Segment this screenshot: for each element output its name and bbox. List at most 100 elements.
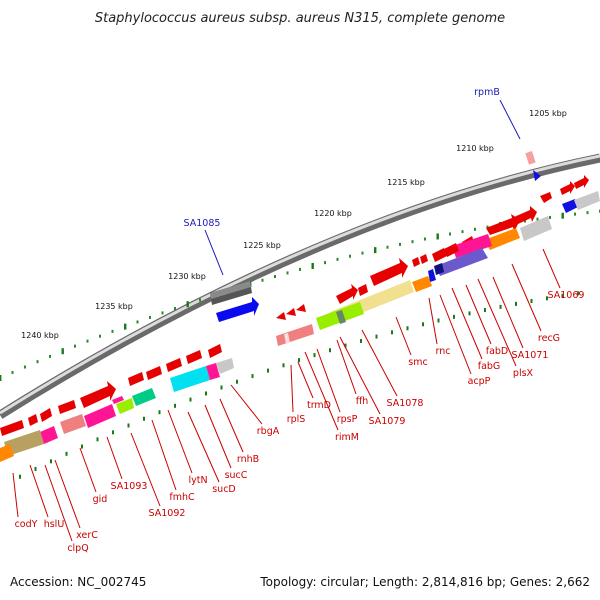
leader-line-SA1079: [339, 336, 381, 415]
scale-label: 1240 kbp: [21, 331, 59, 340]
minor-tick: [586, 211, 589, 215]
gene-label-ffh: ffh: [356, 396, 369, 407]
inner-ticks: [19, 291, 579, 479]
leader-line-rpmB: [499, 99, 521, 140]
inner-tick: [189, 397, 192, 402]
gene-label-clpQ: clpQ: [67, 543, 88, 554]
leader-line-sucD: [187, 411, 220, 483]
gene-label-SA1079: SA1079: [369, 416, 406, 427]
gene-label-SA1078: SA1078: [387, 398, 424, 409]
leader-line-clpQ: [44, 464, 73, 542]
gene-label-plsX: plsX: [513, 368, 534, 379]
minor-tick: [486, 225, 489, 229]
gene-label-recG: recG: [538, 333, 560, 344]
gene-label-acpP: acpP: [468, 376, 491, 387]
minor-tick: [174, 307, 176, 311]
leader-line-rpsP: [316, 348, 341, 413]
gene-labels: rpmB SA1085 SA1069 recG SA1071 plsX fabD fabG ac…: [12, 87, 584, 554]
minor-tick: [24, 365, 26, 369]
leader-line-codY: [12, 472, 19, 518]
inner-tick: [81, 444, 83, 449]
scale-labels: 1205 kbp 1210 kbp 1215 kbp 1220 kbp 1225 kbp…: [21, 109, 567, 340]
scale-label: 1215 kbp: [387, 178, 425, 187]
minor-tick: [11, 370, 14, 374]
gene-label-smc: smc: [408, 357, 427, 368]
inner-tick: [220, 385, 223, 390]
minor-tick: [399, 242, 401, 246]
scale-label: 1235 kbp: [95, 302, 133, 311]
gene-label-rpsP: rpsP: [337, 414, 358, 425]
leader-line-fabD: [465, 284, 492, 345]
inner-tick: [468, 311, 471, 316]
inner-tick: [127, 423, 130, 428]
minor-tick: [49, 354, 51, 358]
leader-line-SA1093: [106, 436, 123, 480]
gene-rpmB-arrow: [525, 151, 541, 181]
gene-label-fabD: fabD: [486, 346, 509, 357]
major-tick: [186, 301, 189, 308]
minor-tick: [199, 298, 201, 302]
leader-line-rbgA: [230, 384, 263, 425]
scale-label: 1220 kbp: [314, 209, 352, 218]
minor-tick: [36, 360, 39, 364]
minor-tick: [461, 230, 464, 234]
inner-tick: [484, 308, 486, 313]
major-tick: [561, 212, 564, 219]
inner-tick: [546, 296, 548, 301]
inner-tick: [344, 343, 347, 348]
minor-tick: [161, 311, 164, 315]
reverse-strand-genes: [210, 151, 541, 322]
minor-tick: [86, 339, 89, 343]
minor-tick: [349, 254, 351, 258]
leader-line-fmhC: [151, 419, 177, 491]
inner-tick: [143, 416, 145, 421]
minor-tick: [74, 344, 76, 348]
inner-tick: [360, 338, 362, 343]
leader-line-plsX: [477, 278, 517, 367]
leader-line-SA1069: [542, 248, 561, 289]
scale-label: 1205 kbp: [529, 109, 567, 118]
gene-label-SA1093: SA1093: [111, 481, 148, 492]
gene-label-rnc: rnc: [436, 346, 451, 357]
minor-tick: [324, 261, 326, 265]
minor-tick: [299, 267, 301, 271]
major-tick: [61, 348, 64, 355]
leader-line-fabG: [451, 287, 483, 360]
inner-tick: [112, 430, 114, 435]
leader-line-recG: [511, 263, 542, 332]
minor-tick: [524, 219, 526, 223]
inner-tick: [375, 334, 378, 339]
major-tick: [436, 233, 439, 240]
gene-label-codY: codY: [15, 519, 38, 530]
gene-label-rpmB: rpmB: [474, 87, 500, 98]
inner-tick: [19, 474, 21, 479]
leader-line-sucC: [204, 404, 232, 469]
scale-label: 1210 kbp: [456, 144, 494, 153]
minor-tick: [336, 257, 339, 261]
inner-tick: [530, 299, 533, 304]
leader-line-rimM: [304, 351, 339, 431]
minor-tick: [286, 271, 289, 275]
minor-tick: [549, 215, 551, 219]
gene-label-SA1085: SA1085: [184, 218, 221, 229]
minor-tick: [424, 237, 426, 241]
minor-tick: [361, 251, 364, 255]
accession-text: Accession: NC_002745: [10, 575, 146, 589]
inner-tick: [437, 318, 440, 323]
minor-tick: [574, 212, 576, 216]
minor-tick: [99, 334, 101, 338]
minor-tick: [149, 315, 151, 319]
scale-label: 1230 kbp: [168, 272, 206, 281]
scale-label: 1225 kbp: [243, 241, 281, 250]
inner-tick: [236, 379, 238, 384]
gene-label-gid: gid: [93, 494, 108, 505]
gene-label-fabG: fabG: [478, 361, 501, 372]
gene-label-xerC: xerC: [76, 530, 98, 541]
leader-line-rnc: [428, 297, 438, 345]
inner-tick: [391, 330, 393, 335]
gene-label-rplS: rplS: [287, 414, 306, 425]
leader-line-SA1071: [492, 276, 524, 349]
leader-line-SA1085: [204, 229, 224, 276]
gene-label-rimM: rimM: [335, 432, 359, 443]
inner-tick: [34, 466, 37, 471]
